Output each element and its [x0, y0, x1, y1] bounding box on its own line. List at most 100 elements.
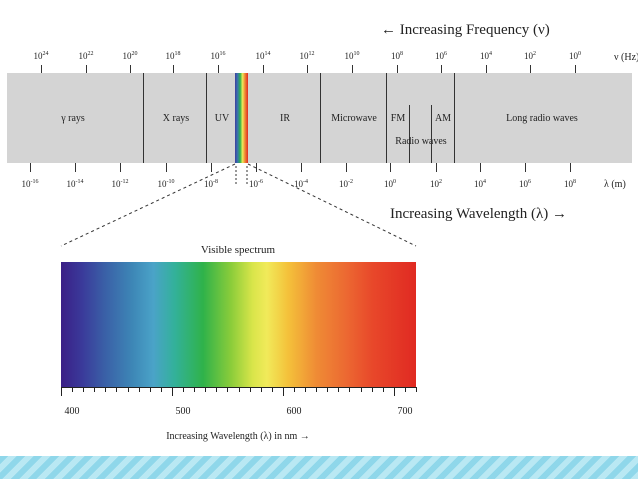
- wavelength-tick-label: 10-12: [111, 179, 129, 189]
- nm-scale-tick: [128, 387, 129, 392]
- band-fm-label: FM: [390, 113, 406, 124]
- wavelength-tick-label: 104: [474, 179, 486, 189]
- wavelength-tick: [301, 163, 302, 172]
- wavelength-tick-label: 10-16: [21, 179, 39, 189]
- nm-scale-tick: [116, 387, 117, 392]
- frequency-tick: [530, 65, 531, 73]
- frequency-tick-label: 1024: [33, 51, 49, 61]
- wavelength-tick-label: 106: [519, 179, 531, 189]
- nm-scale-tick: [194, 387, 195, 392]
- wavelength-tick-label: 108: [564, 179, 576, 189]
- nm-scale-tick: [83, 387, 84, 392]
- nm-scale-tick: [305, 387, 306, 392]
- wavelength-tick: [570, 163, 571, 172]
- frequency-tick-label: 108: [391, 51, 403, 61]
- nm-scale-tick: [61, 387, 62, 396]
- frequency-tick: [397, 65, 398, 73]
- frequency-tick-label: 1018: [165, 51, 181, 61]
- nm-scale-tick: [139, 387, 140, 392]
- frequency-tick: [307, 65, 308, 73]
- frequency-tick-label: 102: [524, 51, 536, 61]
- nm-scale-tick: [72, 387, 73, 392]
- band-divider: [143, 73, 144, 163]
- nm-scale-tick: [405, 387, 406, 392]
- nm-scale-tick: [272, 387, 273, 392]
- wavelength-tick: [75, 163, 76, 172]
- nm-scale-tick: [283, 387, 284, 396]
- band-gamma-label: γ rays: [61, 113, 85, 124]
- frequency-tick: [263, 65, 264, 73]
- band-divider: [386, 73, 387, 163]
- nm-scale-tick: [394, 387, 395, 396]
- band-ir-label: IR: [280, 113, 290, 124]
- nm-scale-tick: [216, 387, 217, 392]
- wavelength-tick-label: 10-2: [339, 179, 353, 189]
- frequency-tick: [41, 65, 42, 73]
- frequency-tick: [130, 65, 131, 73]
- frequency-tick-label: 1022: [78, 51, 94, 61]
- nm-axis-label: Increasing Wavelength (λ) in nm →: [166, 431, 310, 442]
- nm-tick-label: 400: [64, 406, 80, 417]
- nm-scale-tick: [327, 387, 328, 392]
- nm-scale-tick: [183, 387, 184, 392]
- visible-spectrum-title: Visible spectrum: [200, 244, 276, 256]
- nm-tick-label: 700: [397, 406, 413, 417]
- wavelength-tick: [256, 163, 257, 172]
- band-divider: [206, 73, 207, 163]
- frequency-tick: [352, 65, 353, 73]
- nm-scale-tick: [361, 387, 362, 392]
- projection-line-right: [247, 163, 417, 247]
- nm-scale-tick: [161, 387, 162, 392]
- wavelength-tick: [480, 163, 481, 172]
- nm-scale-tick: [227, 387, 228, 392]
- frequency-tick-label: 100: [569, 51, 581, 61]
- frequency-tick-label: 1016: [210, 51, 226, 61]
- wavelength-tick-label: 10-4: [294, 179, 308, 189]
- frequency-tick: [441, 65, 442, 73]
- wavelength-tick-label: 100: [384, 179, 396, 189]
- band-am-label: AM: [434, 113, 452, 124]
- nm-scale-tick: [372, 387, 373, 392]
- nm-scale-tick: [150, 387, 151, 392]
- frequency-tick-label: 1010: [344, 51, 360, 61]
- band-microwave-label: Microwave: [331, 113, 377, 124]
- wavelength-tick: [120, 163, 121, 172]
- nm-scale-tick: [105, 387, 106, 392]
- nm-tick-label: 500: [175, 406, 191, 417]
- nm-scale-tick: [261, 387, 262, 392]
- nm-scale-tick: [172, 387, 173, 396]
- band-divider: [454, 73, 455, 163]
- nm-scale-tick: [316, 387, 317, 392]
- band-divider: [320, 73, 321, 163]
- wavelength-tick: [390, 163, 391, 172]
- wavelength-tick: [211, 163, 212, 172]
- frequency-tick: [173, 65, 174, 73]
- nm-scale-tick: [205, 387, 206, 392]
- frequency-axis-title: ← Increasing Frequency (ν): [381, 22, 550, 38]
- band-radio-label: Radio waves: [395, 136, 447, 147]
- wavelength-tick-label: 10-8: [204, 179, 218, 189]
- frequency-tick-label: 106: [435, 51, 447, 61]
- nm-scale-tick: [416, 387, 417, 392]
- wavelength-unit: λ (m): [604, 179, 626, 190]
- frequency-tick: [575, 65, 576, 73]
- wavelength-tick: [166, 163, 167, 172]
- wavelength-tick: [525, 163, 526, 172]
- band-xray-label: X rays: [162, 113, 190, 124]
- band-background: [7, 73, 632, 163]
- nm-scale-tick: [349, 387, 350, 392]
- wavelength-tick: [30, 163, 31, 172]
- wavelength-axis-title: Increasing Wavelength (λ) →: [390, 206, 567, 222]
- nm-scale-tick: [94, 387, 95, 392]
- nm-scale-baseline: [61, 387, 416, 388]
- footer-decorative-band: [0, 456, 638, 479]
- nm-scale-tick: [250, 387, 251, 392]
- frequency-tick: [486, 65, 487, 73]
- wavelength-tick: [346, 163, 347, 172]
- frequency-tick-label: 1020: [122, 51, 138, 61]
- projection-line-left: [60, 163, 236, 247]
- wavelength-tick-label: 10-10: [157, 179, 175, 189]
- wavelength-tick-label: 102: [430, 179, 442, 189]
- frequency-tick-label: 1012: [299, 51, 315, 61]
